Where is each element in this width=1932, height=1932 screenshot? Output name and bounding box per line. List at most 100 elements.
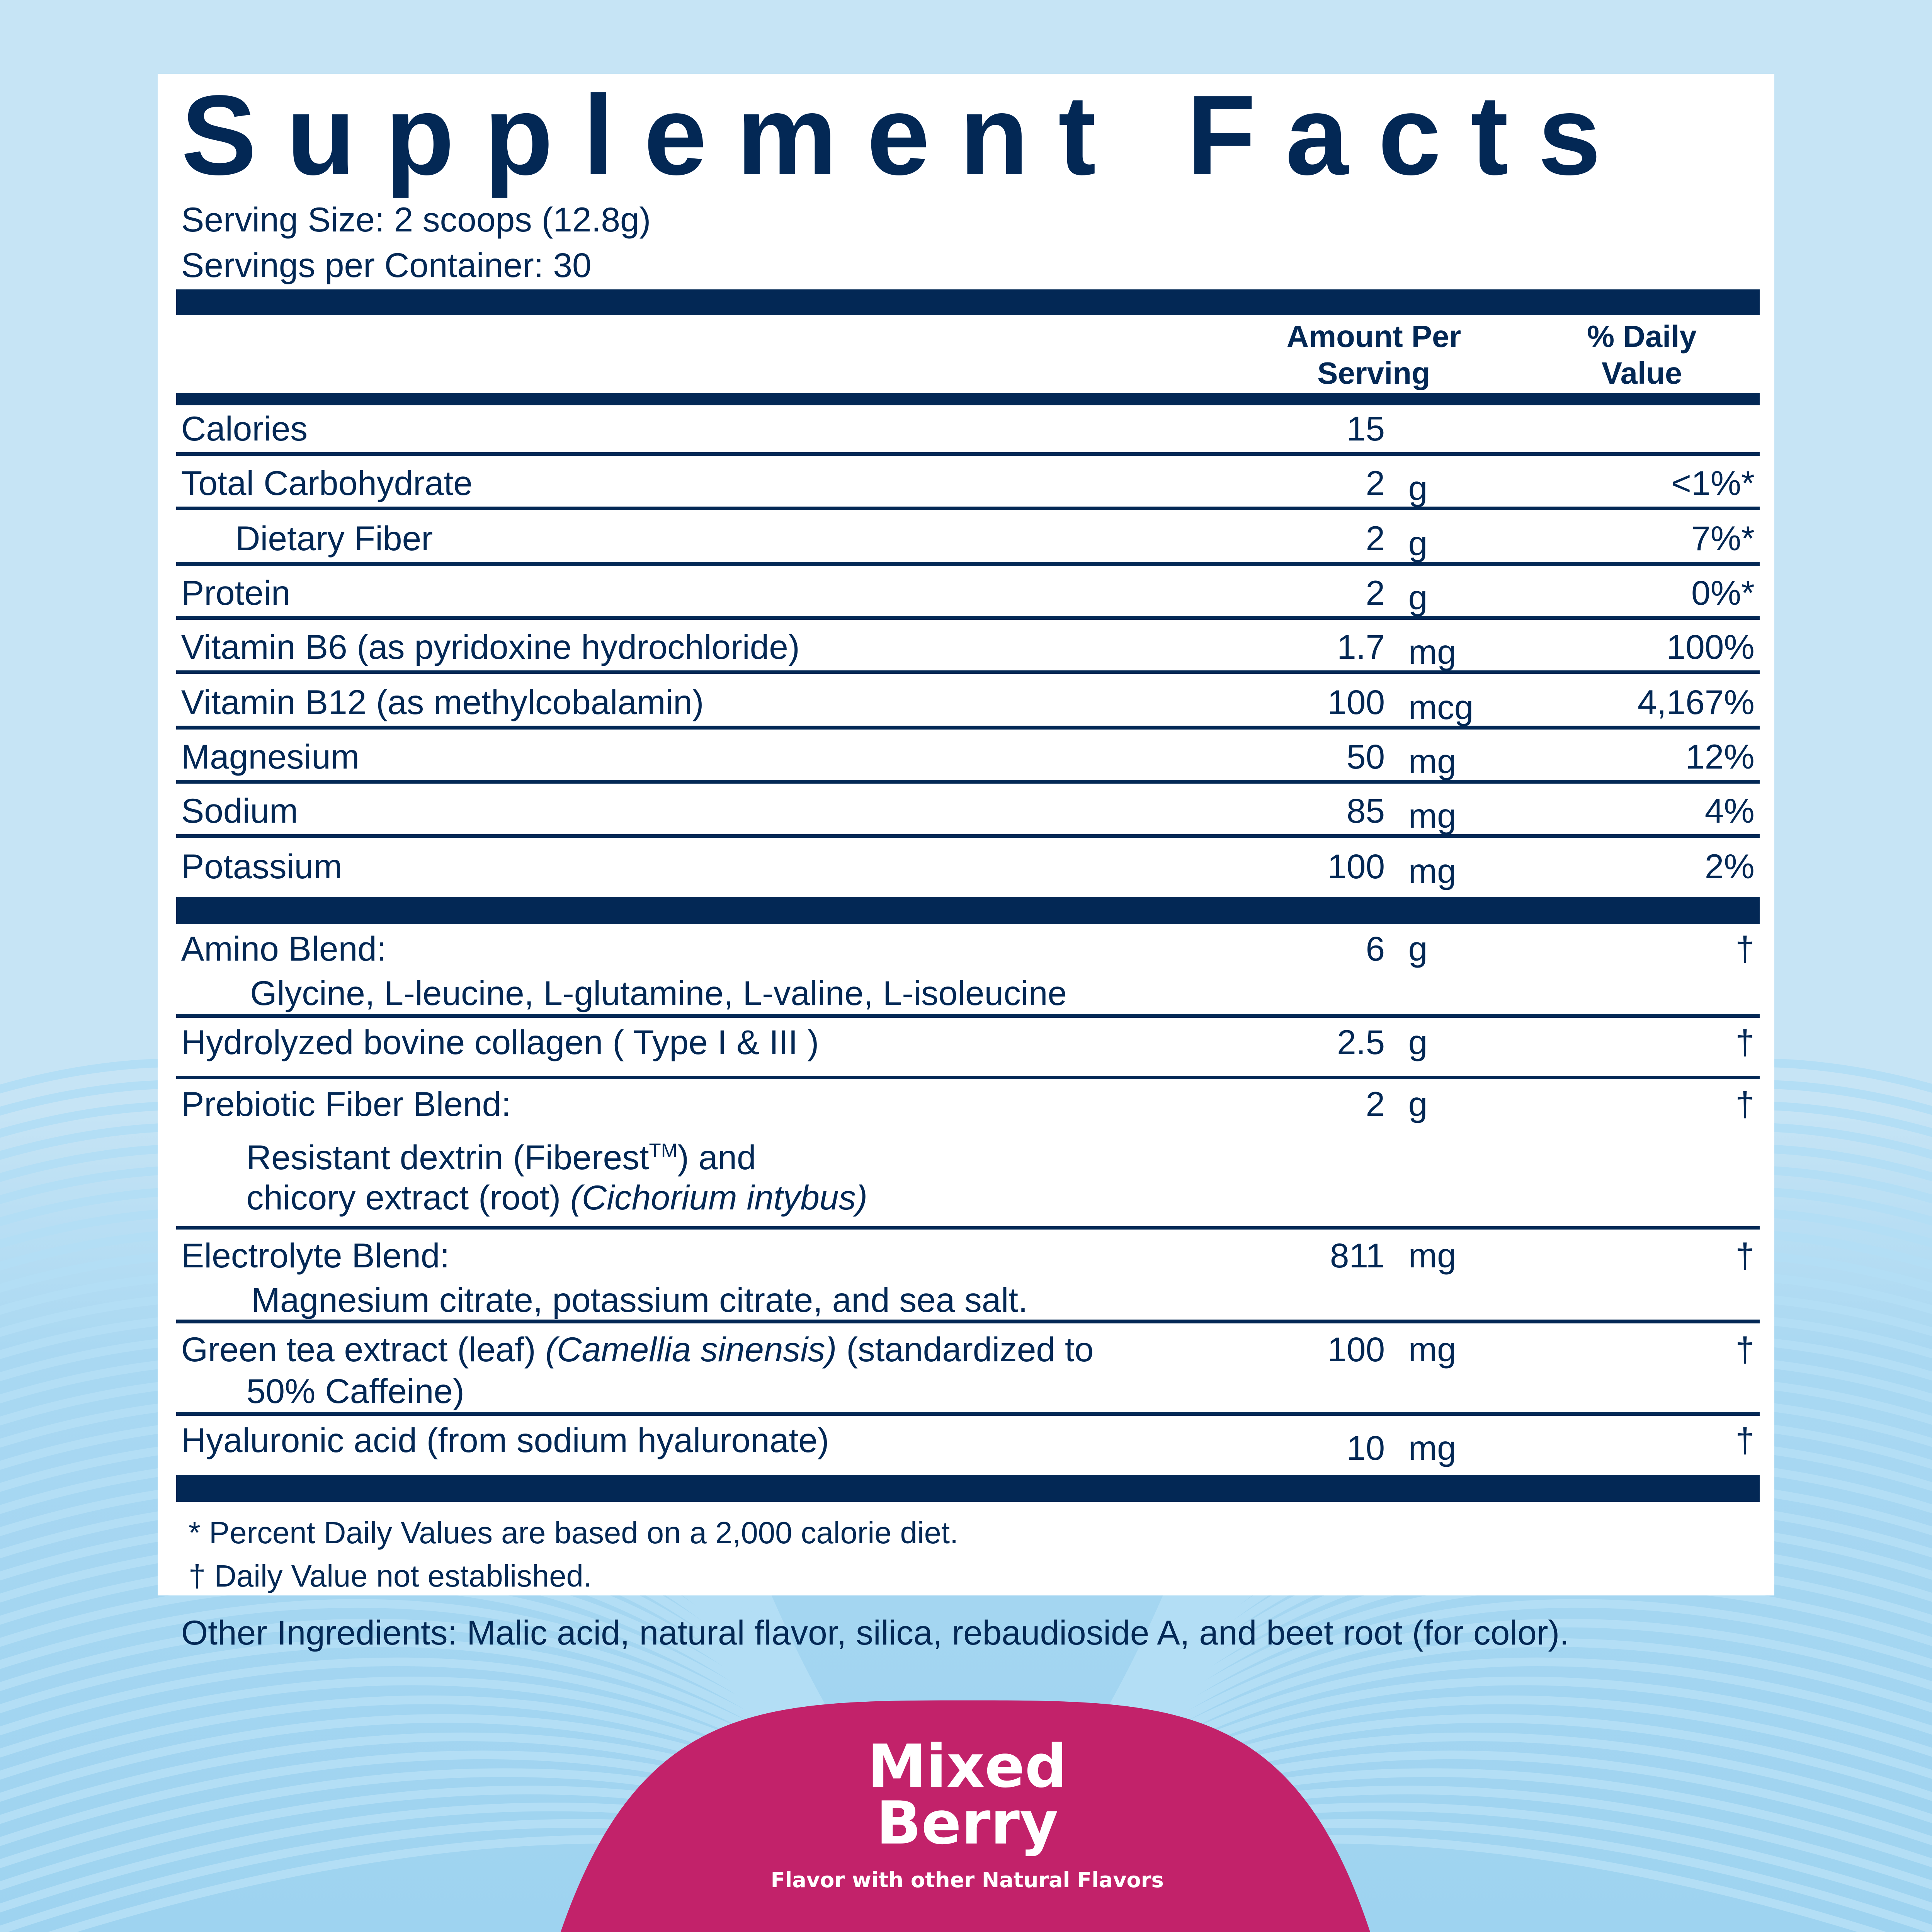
- row-unit: mg: [1408, 1330, 1456, 1369]
- nutrient-row: Magnesium 50 mg 12%: [176, 736, 1760, 781]
- blend-row-electrolyte: Electrolyte Blend: Magnesium citrate, po…: [176, 1235, 1760, 1319]
- divider-thick: [176, 897, 1760, 924]
- row-name: Electrolyte Blend:: [181, 1236, 450, 1275]
- row-unit: mcg: [1408, 688, 1474, 727]
- nutrient-row: Calories 15: [176, 408, 1760, 449]
- divider-thick: [176, 1475, 1760, 1502]
- row-dv: 7%*: [1691, 519, 1755, 558]
- row-divider: [176, 1320, 1760, 1323]
- name-text: Green tea extract (leaf): [181, 1330, 546, 1369]
- row-name: Prebiotic Fiber Blend:: [181, 1084, 511, 1123]
- row-amount: 1.7: [1337, 627, 1385, 666]
- sub-text: Resistant dextrin (Fiberest: [246, 1138, 649, 1177]
- row-sub: 50% Caffeine): [246, 1371, 464, 1410]
- row-dv: †: [1735, 1084, 1755, 1123]
- row-unit: mg: [1408, 1428, 1456, 1467]
- row-amount: 2: [1366, 519, 1385, 558]
- row-amount: 50: [1346, 737, 1385, 776]
- row-unit: mg: [1408, 632, 1456, 671]
- row-name: Protein: [181, 573, 291, 612]
- latin-name: (Cichorium intybus): [570, 1178, 867, 1217]
- row-unit: g: [1408, 1084, 1428, 1123]
- row-divider: [176, 780, 1760, 784]
- row-dv: 12%: [1685, 737, 1755, 776]
- row-name: Dietary Fiber: [235, 519, 433, 558]
- blend-row-collagen: Hydrolyzed bovine collagen ( Type I & II…: [176, 1021, 1760, 1063]
- row-divider: [176, 726, 1760, 730]
- row-unit: mg: [1408, 742, 1456, 781]
- footnote-not-established: † Daily Value not established.: [188, 1558, 592, 1593]
- nutrient-row: Potassium 100 mg 2%: [176, 845, 1760, 891]
- row-divider: [176, 452, 1760, 456]
- row-name: Total Carbohydrate: [181, 463, 473, 502]
- row-divider: [176, 1014, 1760, 1018]
- latin-name: (Camellia sinensis): [545, 1330, 837, 1369]
- row-unit: g: [1408, 929, 1428, 968]
- sub-text: chicory extract (root): [246, 1178, 571, 1217]
- divider-medium: [176, 393, 1760, 406]
- row-sub: chicory extract (root) (Cichorium intybu…: [247, 1177, 867, 1218]
- row-dv: <1%*: [1671, 463, 1755, 502]
- row-amount: 2.5: [1337, 1023, 1385, 1062]
- row-dv: †: [1735, 1236, 1755, 1275]
- flavor-name-line2: Berry: [876, 1789, 1058, 1858]
- row-divider: [176, 834, 1760, 838]
- nutrient-row: Sodium 85 mg 4%: [176, 790, 1760, 835]
- row-name: Potassium: [181, 847, 342, 886]
- serving-size: Serving Size: 2 scoops (12.8g): [181, 200, 651, 239]
- row-divider: [176, 562, 1760, 566]
- name-text: (standardized to: [837, 1330, 1094, 1369]
- header-daily-value: % Daily Value: [1587, 319, 1697, 391]
- row-unit: mg: [1408, 1236, 1456, 1275]
- row-unit: mg: [1408, 852, 1456, 891]
- flavor-badge: Mixed Berry Flavor with other Natural Fl…: [561, 1701, 1374, 1932]
- row-dv: 100%: [1666, 627, 1755, 666]
- row-name: Green tea extract (leaf) (Camellia sinen…: [181, 1328, 1094, 1370]
- row-name: Amino Blend:: [181, 929, 386, 968]
- row-amount: 85: [1346, 791, 1385, 830]
- row-name: Calories: [181, 409, 308, 448]
- servings-per-container: Servings per Container: 30: [181, 245, 592, 284]
- row-unit: g: [1408, 578, 1428, 617]
- row-dv: 4%: [1704, 791, 1755, 830]
- sub-text: ) and: [677, 1138, 756, 1177]
- row-amount: 10: [1346, 1428, 1385, 1467]
- row-sub: Resistant dextrin (FiberestTM) and: [247, 1130, 756, 1178]
- row-amount: 811: [1330, 1236, 1385, 1275]
- flavor-tagline: Flavor with other Natural Flavors: [770, 1868, 1164, 1892]
- row-divider: [176, 1226, 1760, 1230]
- row-dv: 2%: [1704, 847, 1755, 886]
- divider-thick: [176, 289, 1760, 316]
- row-dv: †: [1735, 1421, 1755, 1460]
- nutrient-row: Protein 2 g 0%*: [176, 572, 1760, 617]
- row-amount: 2: [1366, 573, 1385, 612]
- trademark: TM: [649, 1139, 678, 1162]
- row-dv: †: [1735, 1023, 1755, 1062]
- page-title: Supplement Facts: [181, 72, 1631, 199]
- blend-row-hyaluronic: Hyaluronic acid (from sodium hyaluronate…: [176, 1419, 1760, 1467]
- row-name: Hydrolyzed bovine collagen ( Type I & II…: [181, 1023, 819, 1062]
- header-amount: Amount Per Serving: [1286, 319, 1461, 391]
- row-divider: [176, 506, 1760, 510]
- blend-row-green-tea: Green tea extract (leaf) (Camellia sinen…: [176, 1328, 1760, 1410]
- row-unit: mg: [1408, 796, 1456, 835]
- row-dv: †: [1735, 1330, 1755, 1369]
- blend-row-prebiotic: Prebiotic Fiber Blend: Resistant dextrin…: [176, 1083, 1760, 1217]
- nutrient-row: Vitamin B12 (as methylcobalamin) 100 mcg…: [176, 681, 1760, 726]
- row-amount: 15: [1346, 409, 1385, 448]
- nutrient-row: Total Carbohydrate 2 g <1%*: [176, 462, 1760, 507]
- footnote-daily-values: * Percent Daily Values are based on a 2,…: [188, 1515, 959, 1550]
- row-unit: g: [1408, 1023, 1428, 1062]
- row-divider: [176, 616, 1760, 620]
- row-name: Vitamin B12 (as methylcobalamin): [181, 683, 704, 722]
- row-amount: 100: [1327, 1330, 1385, 1369]
- row-sub: Magnesium citrate, potassium citrate, an…: [251, 1280, 1028, 1319]
- nutrient-row: Dietary Fiber 2 g 7%*: [176, 517, 1760, 563]
- row-dv: †: [1735, 929, 1755, 968]
- other-ingredients: Other Ingredients: Malic acid, natural f…: [181, 1613, 1570, 1652]
- row-divider: [176, 1075, 1760, 1080]
- row-amount: 2: [1366, 1084, 1385, 1123]
- row-divider: [176, 670, 1760, 674]
